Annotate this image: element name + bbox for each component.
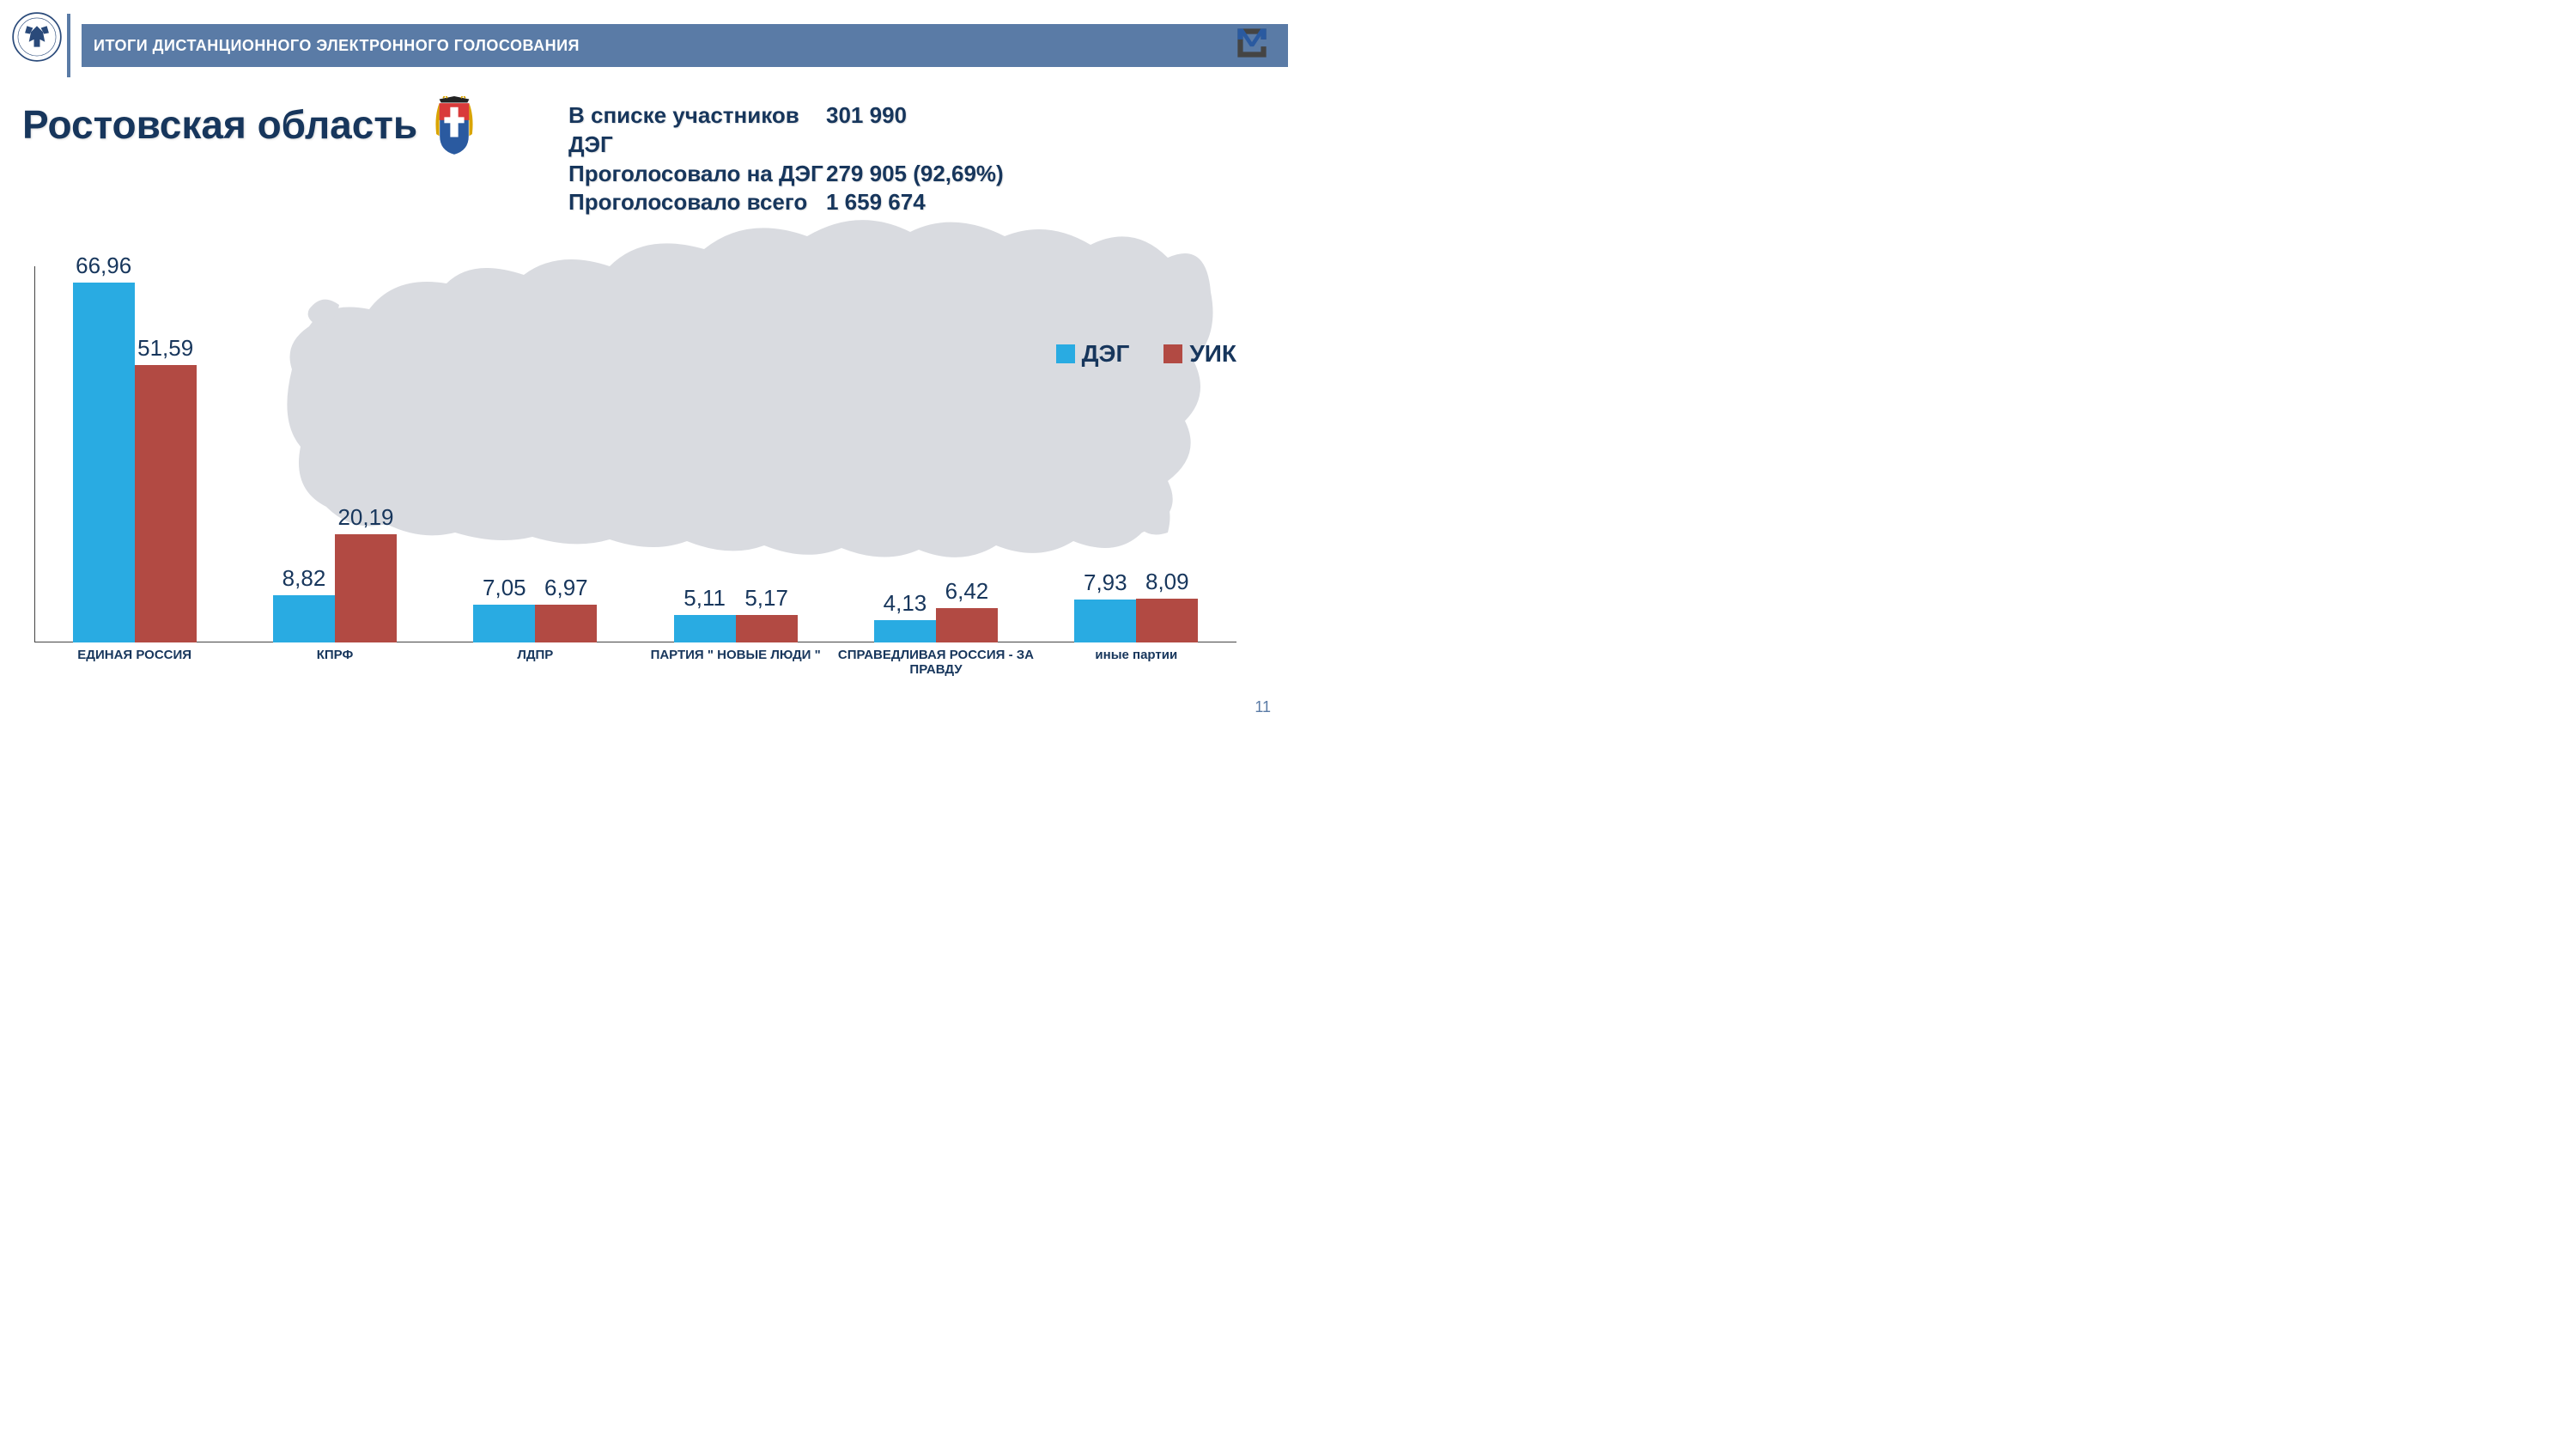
region-crest-icon (429, 96, 479, 155)
bar-uik: 51,59 (135, 365, 197, 642)
bar-pair: 5,115,17 (674, 615, 798, 642)
stats-label: В списке участников ДЭГ (568, 101, 826, 160)
m-logo-icon (1230, 21, 1274, 65)
bar-pair: 66,9651,59 (73, 283, 197, 642)
bar-pair: 4,136,42 (874, 608, 998, 642)
legend-swatch (1163, 344, 1182, 363)
bar-group: 8,8220,19КПРФ (234, 266, 434, 677)
legend-item-deg: ДЭГ (1056, 340, 1130, 368)
stats-label: Проголосовало на ДЭГ (568, 160, 826, 189)
bar-value: 6,42 (945, 578, 989, 605)
legend-swatch (1056, 344, 1075, 363)
bar-group: 5,115,17ПАРТИЯ " НОВЫЕ ЛЮДИ " (635, 266, 835, 677)
legend-item-uik: УИК (1163, 340, 1236, 368)
bar-deg: 8,82 (273, 595, 335, 642)
bar-deg: 7,93 (1074, 600, 1136, 642)
header-band: ИТОГИ ДИСТАНЦИОННОГО ЭЛЕКТРОННОГО ГОЛОСО… (82, 24, 1288, 67)
results-bar-chart: 66,9651,59ЕДИНАЯ РОССИЯ8,8220,19КПРФ7,05… (34, 266, 1236, 677)
bar-uik: 6,97 (535, 605, 597, 642)
category-label: ПАРТИЯ " НОВЫЕ ЛЮДИ " (635, 642, 835, 677)
category-label: СПРАВЕДЛИВАЯ РОССИЯ - ЗА ПРАВДУ (835, 642, 1036, 677)
bar-value: 8,09 (1145, 569, 1189, 595)
category-label: КПРФ (234, 642, 434, 677)
bar-uik: 20,19 (335, 534, 397, 642)
stats-row: В списке участников ДЭГ 301 990 (568, 101, 1004, 160)
bar-value: 66,96 (76, 253, 131, 279)
bar-uik: 8,09 (1136, 599, 1198, 642)
page-number: 11 (1255, 698, 1271, 716)
bar-pair: 8,8220,19 (273, 534, 397, 642)
bar-group: 4,136,42СПРАВЕДЛИВАЯ РОССИЯ - ЗА ПРАВДУ (835, 266, 1036, 677)
legend-label: ДЭГ (1082, 340, 1130, 368)
category-label: иные партии (1036, 642, 1236, 677)
stats-value: 279 905 (92,69%) (826, 160, 1004, 189)
bar-group: 66,9651,59ЕДИНАЯ РОССИЯ (34, 266, 234, 677)
bar-uik: 5,17 (736, 615, 798, 642)
bar-value: 8,82 (283, 565, 326, 592)
bar-pair: 7,056,97 (473, 605, 597, 642)
bar-deg: 66,96 (73, 283, 135, 642)
legend-label: УИК (1189, 340, 1236, 368)
bar-value: 7,05 (483, 575, 526, 601)
bar-value: 5,17 (744, 585, 788, 612)
header-title: ИТОГИ ДИСТАНЦИОННОГО ЭЛЕКТРОННОГО ГОЛОСО… (94, 37, 580, 55)
category-label: ЕДИНАЯ РОССИЯ (34, 642, 234, 677)
bar-deg: 5,11 (674, 615, 736, 642)
bar-value: 20,19 (337, 504, 393, 531)
bar-groups: 66,9651,59ЕДИНАЯ РОССИЯ8,8220,19КПРФ7,05… (34, 266, 1236, 677)
chart-legend: ДЭГ УИК (1056, 340, 1236, 368)
category-label: ЛДПР (435, 642, 635, 677)
bar-pair: 7,938,09 (1074, 599, 1198, 642)
bar-value: 5,11 (683, 585, 726, 612)
bar-deg: 4,13 (874, 620, 936, 642)
bar-value: 51,59 (137, 335, 193, 362)
bar-value: 7,93 (1084, 569, 1127, 596)
region-title: Ростовская область (22, 101, 417, 148)
bar-group: 7,056,97ЛДПР (435, 266, 635, 677)
bar-deg: 7,05 (473, 605, 535, 642)
stats-value: 301 990 (826, 101, 907, 160)
bar-value: 4,13 (884, 590, 927, 617)
cec-seal-logo (12, 12, 62, 62)
bar-group: 7,938,09иные партии (1036, 266, 1236, 677)
stats-row: Проголосовало на ДЭГ 279 905 (92,69%) (568, 160, 1004, 189)
header-divider (67, 14, 70, 77)
bar-uik: 6,42 (936, 608, 998, 642)
bar-value: 6,97 (544, 575, 588, 601)
